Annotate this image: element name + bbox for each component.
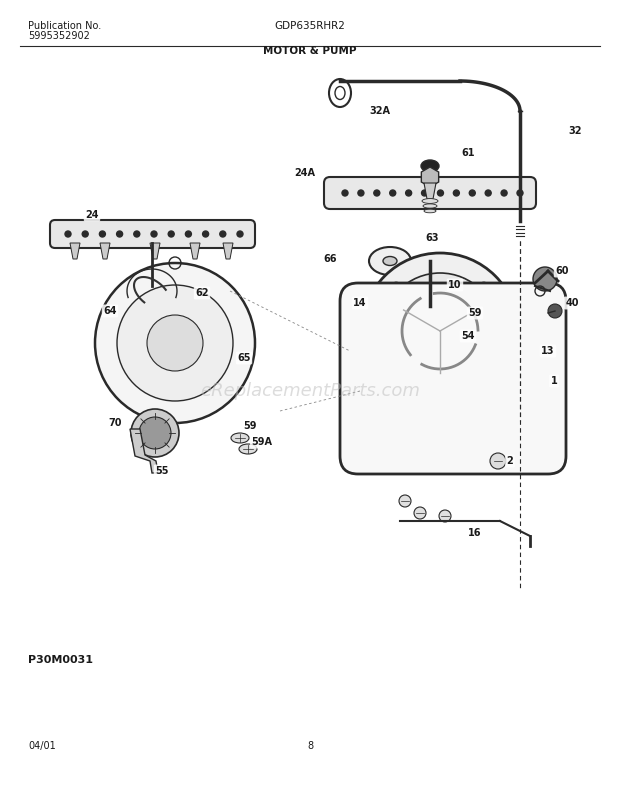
Text: 24A: 24A: [294, 168, 316, 178]
Text: GDP635RHR2: GDP635RHR2: [275, 21, 345, 31]
Ellipse shape: [422, 199, 438, 203]
Text: 04/01: 04/01: [28, 741, 56, 751]
Circle shape: [151, 231, 157, 237]
Text: 40: 40: [565, 298, 578, 308]
Circle shape: [405, 190, 412, 196]
Text: 61: 61: [461, 148, 475, 158]
Text: eReplacementParts.com: eReplacementParts.com: [200, 382, 420, 400]
Text: 32: 32: [569, 126, 582, 136]
FancyBboxPatch shape: [340, 283, 566, 474]
Text: 13: 13: [541, 346, 555, 356]
Text: 5995352902: 5995352902: [28, 31, 90, 41]
FancyBboxPatch shape: [50, 220, 255, 248]
Circle shape: [139, 417, 171, 449]
FancyBboxPatch shape: [146, 289, 166, 313]
Circle shape: [362, 253, 518, 409]
Circle shape: [391, 282, 401, 292]
Text: 66: 66: [323, 254, 337, 264]
FancyBboxPatch shape: [324, 177, 536, 209]
Circle shape: [147, 315, 203, 371]
Circle shape: [99, 231, 105, 237]
Text: 63: 63: [425, 233, 439, 243]
Text: 70: 70: [108, 418, 122, 428]
Circle shape: [203, 231, 208, 237]
Polygon shape: [223, 243, 233, 259]
Circle shape: [358, 190, 364, 196]
Polygon shape: [424, 183, 436, 199]
Circle shape: [490, 453, 506, 469]
Ellipse shape: [424, 209, 436, 213]
Text: 16: 16: [468, 528, 482, 538]
Text: 59: 59: [243, 421, 257, 431]
Ellipse shape: [231, 433, 249, 443]
Text: 60: 60: [556, 266, 569, 276]
Text: 62: 62: [195, 288, 209, 298]
Text: 65: 65: [237, 353, 250, 363]
Circle shape: [479, 370, 489, 380]
Circle shape: [131, 409, 179, 457]
Circle shape: [533, 267, 557, 291]
Ellipse shape: [423, 297, 437, 305]
Circle shape: [237, 231, 243, 237]
Circle shape: [422, 190, 428, 196]
Ellipse shape: [383, 256, 397, 266]
Polygon shape: [70, 243, 80, 259]
Circle shape: [479, 282, 489, 292]
Text: 1: 1: [551, 376, 557, 386]
Circle shape: [426, 317, 454, 345]
Circle shape: [65, 231, 71, 237]
Circle shape: [185, 231, 192, 237]
Circle shape: [390, 190, 396, 196]
Circle shape: [517, 190, 523, 196]
Text: 59A: 59A: [252, 437, 273, 447]
Text: P30M0031: P30M0031: [28, 655, 93, 665]
Circle shape: [134, 231, 140, 237]
Circle shape: [117, 231, 123, 237]
Ellipse shape: [421, 160, 439, 172]
Text: 8: 8: [307, 741, 313, 751]
Text: 32A: 32A: [370, 106, 391, 116]
Circle shape: [374, 190, 380, 196]
Ellipse shape: [423, 204, 437, 208]
Text: 14: 14: [353, 298, 367, 308]
Text: 10: 10: [448, 280, 462, 290]
Circle shape: [399, 495, 411, 507]
Circle shape: [383, 308, 513, 438]
Ellipse shape: [143, 306, 169, 320]
Text: MOTOR & PUMP: MOTOR & PUMP: [264, 46, 356, 56]
Polygon shape: [100, 243, 110, 259]
Circle shape: [414, 507, 426, 519]
Circle shape: [95, 263, 255, 423]
Ellipse shape: [239, 444, 257, 454]
Text: 59: 59: [468, 308, 482, 318]
Circle shape: [548, 304, 562, 318]
Circle shape: [117, 285, 233, 401]
Circle shape: [342, 190, 348, 196]
Circle shape: [485, 190, 491, 196]
Circle shape: [82, 231, 88, 237]
Polygon shape: [127, 269, 177, 297]
Text: 2: 2: [507, 456, 513, 466]
Circle shape: [220, 231, 226, 237]
Text: 55: 55: [155, 466, 169, 476]
Polygon shape: [190, 243, 200, 259]
Polygon shape: [150, 243, 160, 259]
Text: Publication No.: Publication No.: [28, 21, 101, 31]
Circle shape: [438, 190, 443, 196]
Ellipse shape: [369, 247, 411, 275]
Circle shape: [469, 190, 476, 196]
Circle shape: [168, 231, 174, 237]
Polygon shape: [130, 429, 158, 473]
Circle shape: [439, 510, 451, 522]
Text: 24: 24: [86, 210, 99, 220]
Circle shape: [453, 190, 459, 196]
Text: 64: 64: [104, 306, 117, 316]
Text: 54: 54: [461, 331, 475, 341]
Circle shape: [382, 273, 498, 389]
Circle shape: [366, 291, 530, 455]
Circle shape: [501, 190, 507, 196]
